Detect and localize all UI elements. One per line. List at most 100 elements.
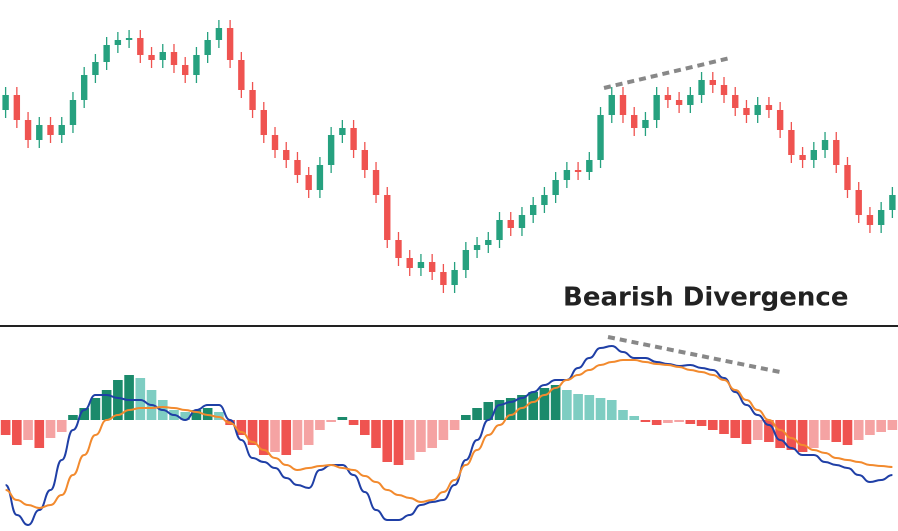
candle-body: [440, 272, 447, 285]
candle-body: [844, 165, 851, 190]
histogram-bar: [741, 420, 752, 444]
candle-body: [384, 195, 391, 240]
candle-body: [698, 80, 705, 95]
candle-body: [260, 110, 267, 135]
candle-body: [361, 150, 369, 170]
candle-body: [406, 258, 413, 268]
candle-body: [485, 240, 492, 245]
histogram-bar: [461, 415, 471, 420]
candle-body: [182, 65, 189, 75]
histogram-bar: [696, 420, 707, 426]
candle-body: [148, 55, 155, 60]
histogram-bar: [887, 420, 898, 430]
candle-body: [675, 100, 683, 105]
histogram-bar: [842, 420, 853, 445]
candle-body: [417, 262, 425, 268]
candle-body: [193, 55, 200, 75]
candle-body: [642, 120, 649, 128]
candle-body: [776, 110, 784, 130]
candle-body: [58, 125, 65, 135]
histogram-bar: [606, 400, 617, 420]
histogram-bar: [595, 398, 606, 420]
candle-body: [316, 165, 324, 190]
histogram-bar: [809, 420, 819, 448]
histogram-bar: [12, 420, 22, 445]
histogram-bar: [191, 410, 202, 420]
histogram-bar: [101, 390, 112, 420]
candle-body: [283, 150, 290, 160]
candle-body: [619, 95, 627, 115]
candle-body: [238, 60, 245, 90]
candle-body: [137, 38, 144, 55]
candle-body: [372, 170, 380, 195]
candle-body: [339, 128, 346, 135]
candle-body: [350, 128, 357, 150]
candle-body: [889, 195, 896, 210]
annotation: Bearish Divergence: [563, 283, 848, 313]
histogram-bar: [56, 420, 67, 432]
macd-line: [5, 359, 893, 510]
histogram-bar: [494, 400, 505, 420]
candle-body: [103, 45, 110, 62]
candle-body: [709, 80, 716, 85]
histogram-bar: [393, 420, 404, 465]
candle-body: [574, 170, 582, 172]
candle-body: [271, 135, 279, 150]
candle-body: [821, 140, 829, 150]
histogram-bar: [876, 420, 886, 432]
candle-body: [687, 95, 694, 105]
candle-body: [473, 245, 481, 250]
candle-body: [833, 140, 840, 165]
candle-body: [743, 108, 750, 115]
candle-body: [24, 120, 32, 140]
histogram-bar: [247, 420, 258, 445]
histogram-bar: [663, 420, 673, 423]
histogram-bar: [651, 420, 662, 425]
histogram-bar: [820, 420, 830, 440]
candle-body: [451, 270, 458, 285]
price-divergence-line: [603, 56, 731, 90]
candle-body: [653, 95, 660, 120]
candle-body: [305, 175, 312, 190]
candle-body: [597, 115, 604, 160]
histogram-bar: [382, 420, 393, 462]
histogram-bar: [786, 420, 797, 450]
histogram-bar: [348, 420, 359, 425]
histogram-bar: [90, 398, 101, 420]
candle-body: [866, 215, 874, 225]
candle-body: [226, 28, 234, 60]
histogram-bar: [79, 408, 89, 420]
histogram-bar: [258, 420, 269, 455]
histogram-bar: [584, 395, 595, 420]
candle-body: [69, 100, 77, 125]
histogram-bar: [505, 398, 516, 420]
histogram-bar: [337, 417, 348, 420]
candle-body: [92, 62, 99, 75]
histogram-bar: [562, 390, 572, 420]
histogram-bar: [707, 420, 718, 430]
histogram-bar: [303, 420, 314, 445]
candle-body: [810, 150, 818, 160]
histogram-bar: [865, 420, 875, 435]
histogram-bar: [23, 420, 33, 440]
histogram-bar: [416, 420, 426, 452]
macd-divergence-line: [607, 335, 781, 374]
candle-body: [496, 220, 503, 240]
histogram-bar: [360, 420, 370, 435]
histogram-bar: [124, 375, 134, 420]
candle-body: [327, 135, 335, 165]
candle-body: [664, 95, 672, 100]
histogram-bar: [685, 420, 696, 424]
candle-body: [877, 210, 885, 225]
histogram-bar: [281, 420, 292, 455]
histogram-bar: [236, 420, 247, 435]
candle-body: [563, 170, 571, 180]
histogram-bar: [797, 420, 808, 452]
candle-body: [720, 85, 728, 95]
histogram-bar: [764, 420, 774, 442]
candle-body: [529, 205, 537, 215]
histogram-bar: [483, 402, 494, 420]
